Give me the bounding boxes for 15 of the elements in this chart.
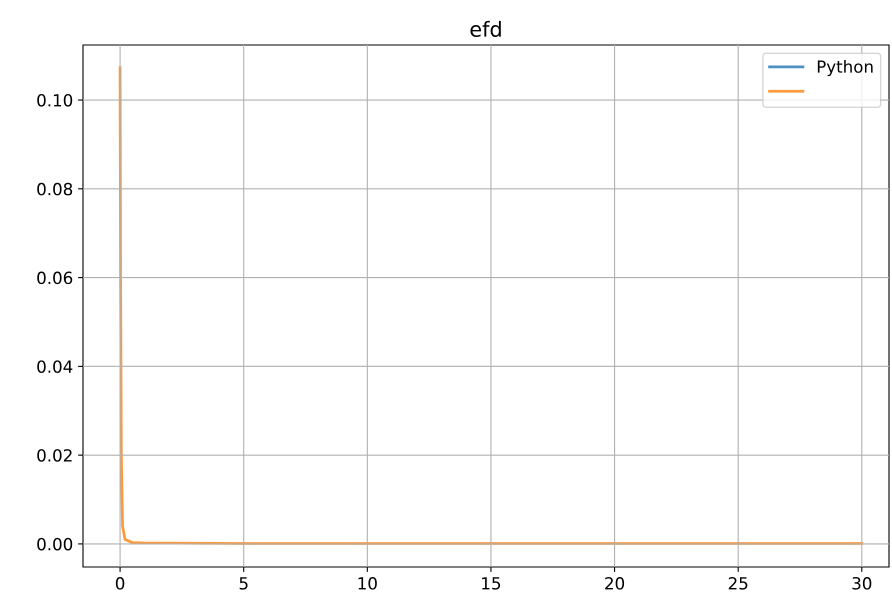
x-tick-label: 10 — [358, 577, 377, 590]
x-tick-label: 20 — [605, 577, 624, 590]
legend-label: Python — [818, 60, 873, 76]
y-tick-label: 0.06 — [37, 272, 72, 284]
y-tick-label: 0.00 — [37, 538, 72, 550]
y-tick-label: 0.02 — [37, 449, 72, 462]
y-tick-label: 0.08 — [37, 182, 72, 196]
x-tick-label: 25 — [728, 577, 748, 590]
chart-title: efd — [470, 20, 501, 37]
x-tick-label: 30 — [852, 577, 872, 590]
x-tick-label: 15 — [482, 577, 500, 590]
y-tick-label: 0.04 — [37, 360, 72, 373]
y-tick-label: 0.10 — [37, 94, 72, 107]
x-tick-label: 0 — [116, 577, 124, 590]
x-tick-label: 5 — [240, 577, 248, 590]
